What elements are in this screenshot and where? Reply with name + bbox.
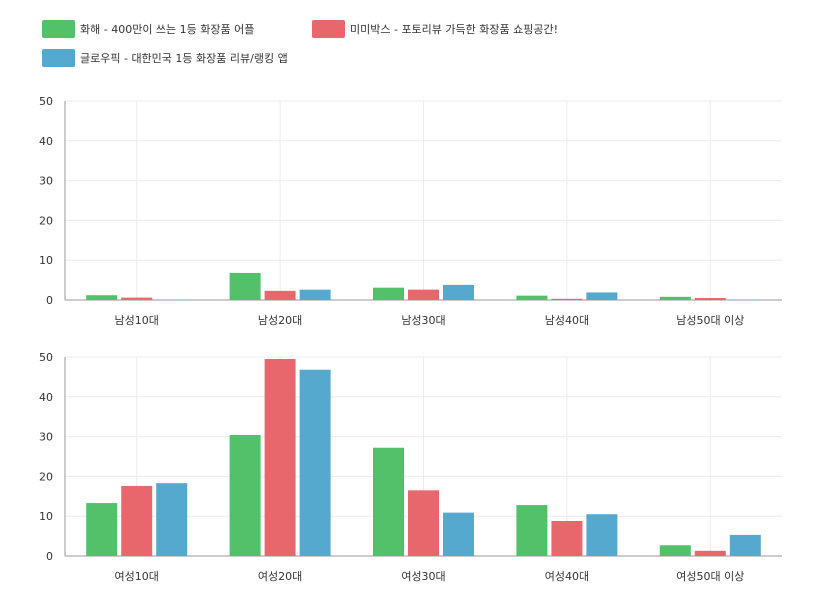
bar [156,299,188,301]
legend-label: 화해 - 400만이 쓰는 1등 화장품 어플 [80,23,255,36]
bar [264,290,296,300]
y-tick-label: 40 [39,391,53,404]
y-tick-label: 40 [39,135,53,148]
x-category-label: 남성10대 [115,314,159,327]
y-tick-label: 30 [39,431,53,444]
bar [516,505,548,556]
bar [299,369,331,556]
bar [694,550,726,556]
x-category-label: 남성40대 [545,314,589,327]
y-tick-label: 30 [39,175,53,188]
x-category-label: 여성40대 [545,570,589,583]
bar [229,435,261,556]
bar [373,447,404,556]
bar [264,358,296,556]
bar [408,289,439,300]
bar [586,514,618,556]
bar [299,289,331,300]
y-tick-label: 0 [46,294,53,307]
bar [729,534,761,556]
bar [373,287,404,300]
bar [443,284,474,300]
x-category-label: 남성20대 [258,314,302,327]
legend-label: 글로우픽 - 대한민국 1등 화장품 리뷰/랭킹 앱 [80,52,288,65]
y-tick-label: 10 [39,254,53,267]
y-tick-label: 20 [39,470,53,483]
bar [659,296,691,300]
x-category-label: 남성30대 [401,314,445,327]
legend-swatch [42,49,75,67]
bar [551,298,583,300]
x-category-label: 여성10대 [115,570,159,583]
y-tick-label: 50 [39,95,53,108]
bar [86,503,118,556]
bar [729,299,761,301]
x-category-label: 여성30대 [401,570,445,583]
bar [121,485,153,556]
x-category-label: 남성50대 이상 [676,314,744,327]
y-tick-label: 20 [39,214,53,227]
legend-swatch [42,20,75,38]
y-tick-label: 0 [46,550,53,563]
x-category-label: 여성50대 이상 [676,570,744,583]
bar [551,520,583,556]
bar [156,483,188,556]
bar [408,490,439,556]
bar [121,297,153,300]
legend-item-memebox[interactable]: 미미박스 - 포토리뷰 가득한 화장품 쇼핑공간! [312,20,558,38]
bar [516,295,548,300]
legend-item-glowpick[interactable]: 글로우픽 - 대한민국 1등 화장품 리뷰/랭킹 앱 [42,49,288,67]
legend-label: 미미박스 - 포토리뷰 가득한 화장품 쇼핑공간! [350,23,559,36]
bar [443,512,474,556]
legend-swatch [312,20,345,38]
y-tick-label: 10 [39,510,53,523]
y-tick-label: 50 [39,351,53,364]
bar [86,295,118,300]
bar [229,272,261,300]
legend-item-hwahae[interactable]: 화해 - 400만이 쓰는 1등 화장품 어플 [42,20,254,38]
bar [586,292,618,300]
bar [694,298,726,300]
x-category-label: 여성20대 [258,570,302,583]
bar [659,545,691,556]
